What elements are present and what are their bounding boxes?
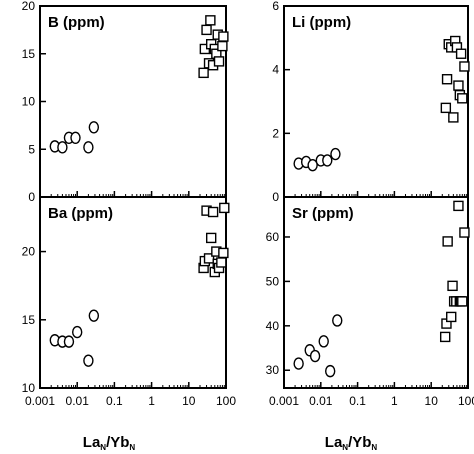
data-point-square-li: [453, 80, 464, 91]
data-point-square-li: [459, 61, 470, 72]
y-tick-label-li: 2: [272, 126, 279, 140]
panel-title-li: Li (ppm): [292, 14, 351, 31]
data-point-circle-ba: [83, 354, 94, 367]
y-tick-label-li: 6: [272, 0, 279, 13]
data-point-square-sr: [447, 280, 458, 292]
data-point-square-ba: [203, 253, 215, 264]
x-tick-label-ba: 10: [182, 394, 196, 408]
data-point-square-b: [198, 67, 209, 79]
data-point-circle-sr: [324, 364, 336, 378]
x-axis-labels: LaN/YbN LaN/YbN: [83, 434, 378, 452]
panel-frame-b: [39, 5, 227, 198]
data-point-square-ba: [205, 232, 217, 244]
data-point-square-b: [205, 15, 216, 26]
y-tick-label-ba: 10: [22, 381, 36, 395]
data-point-square-sr: [442, 236, 453, 247]
data-point-square-li: [457, 93, 468, 104]
panel-ba: 10 15 20 0.001 0.01 0.1 1 10 100 Ba (ppm): [22, 196, 236, 408]
data-point-circle-sr: [309, 349, 321, 363]
y-tick-label-b: 15: [22, 47, 36, 61]
data-point-square-li: [440, 102, 452, 114]
data-point-square-sr: [459, 227, 470, 238]
data-point-circle-li: [322, 154, 333, 167]
x-tick-label-ba: 0.01: [66, 394, 90, 408]
x-tick-label-sr: 1: [391, 394, 398, 408]
data-point-square-li: [441, 74, 453, 85]
data-point-square-sr: [457, 296, 468, 307]
y-tick-label-b: 20: [22, 0, 36, 13]
data-point-square-b: [201, 24, 212, 36]
data-point-square-sr: [439, 331, 451, 343]
data-point-square-b: [218, 31, 229, 42]
data-point-circle-ba: [71, 325, 83, 339]
y-tick-label-sr: 50: [266, 274, 280, 288]
y-tick-label-li: 0: [272, 190, 279, 204]
y-tick-label-b: 5: [28, 142, 35, 156]
x-axis-title-left: LaN/YbN: [83, 434, 136, 452]
y-tick-label-li: 4: [272, 63, 279, 77]
data-point-circle-li: [307, 158, 318, 172]
data-point-circle-ba: [63, 335, 75, 348]
data-point-circle-sr: [293, 357, 304, 370]
y-tick-label-ba: 15: [22, 313, 36, 327]
panel-title-b: B (ppm): [48, 14, 105, 31]
y-tick-label-ba: 20: [22, 245, 36, 259]
x-tick-label-sr: 100: [458, 394, 474, 408]
data-point-square-ba: [216, 257, 227, 268]
x-tick-label-ba: 0.001: [25, 394, 55, 408]
panel-b: 0 5 10 15 20 B (ppm): [22, 0, 229, 204]
data-point-square-ba: [219, 202, 230, 214]
data-point-square-b: [213, 56, 225, 67]
data-point-circle-b: [70, 131, 81, 144]
data-point-square-li: [455, 48, 467, 59]
data-point-circle-b: [88, 121, 100, 134]
panel-frame-sr: [283, 196, 469, 389]
data-point-square-ba: [207, 206, 219, 218]
panel-sr: 30 40 50 60 0.001 0.01 0.1 1 10 100 Sr (ppm): [266, 196, 474, 408]
data-point-square-b: [217, 40, 228, 52]
chart-panels: 0 5 10 15 20 B (ppm) 0 2 4 6 Li (ppm) 10 15 20 0.001 0.…: [22, 0, 474, 408]
y-tick-label-b: 0: [28, 190, 35, 204]
data-point-circle-ba: [88, 309, 100, 322]
x-tick-label-ba: 100: [216, 394, 236, 408]
data-point-square-ba: [218, 247, 229, 259]
x-tick-label-sr: 0.001: [269, 394, 299, 408]
data-point-square-sr: [453, 200, 464, 212]
data-point-circle-li: [330, 147, 341, 161]
data-point-circle-sr: [318, 335, 329, 348]
y-tick-label-sr: 60: [266, 230, 280, 244]
y-tick-label-b: 10: [22, 95, 36, 109]
data-point-circle-sr: [332, 314, 343, 327]
x-tick-label-ba: 0.1: [106, 394, 123, 408]
data-point-circle-b: [83, 141, 94, 154]
data-point-square-sr: [446, 311, 457, 323]
data-point-circle-b: [57, 141, 68, 154]
data-point-square-li: [448, 112, 459, 123]
panel-frame-ba: [39, 196, 227, 389]
x-tick-label-sr: 0.01: [309, 394, 333, 408]
x-tick-label-ba: 1: [148, 394, 155, 408]
x-tick-label-sr: 0.1: [349, 394, 366, 408]
x-tick-label-sr: 10: [425, 394, 439, 408]
y-tick-label-sr: 40: [266, 319, 280, 333]
panel-title-sr: Sr (ppm): [292, 205, 354, 222]
y-tick-label-sr: 30: [266, 363, 280, 377]
x-axis-title-right: LaN/YbN: [325, 434, 378, 452]
panel-title-ba: Ba (ppm): [48, 205, 113, 222]
panel-li: 0 2 4 6 Li (ppm): [272, 0, 470, 204]
